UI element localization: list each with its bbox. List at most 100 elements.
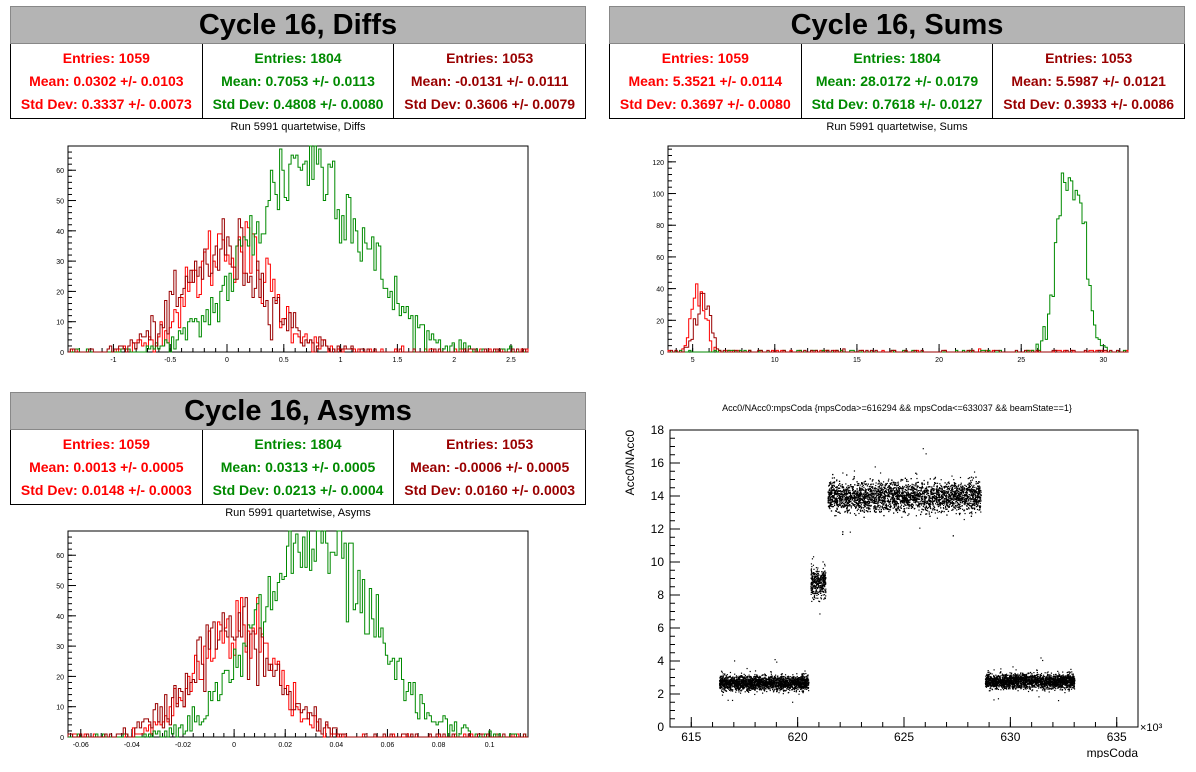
scatter-point	[954, 484, 957, 487]
scatter-point	[877, 504, 879, 506]
entries-label: Entries: 1804	[254, 49, 342, 66]
scatter-point	[736, 684, 739, 687]
scatter-point	[751, 681, 753, 683]
scatter-point	[836, 504, 838, 507]
scatter-point	[807, 683, 810, 685]
scatter-point	[751, 685, 753, 687]
scatter-point	[812, 586, 814, 588]
scatter-point	[774, 684, 776, 687]
scatter-point	[725, 684, 728, 686]
scatter-point	[823, 591, 825, 593]
scatter-point	[805, 680, 807, 682]
scatter-point	[725, 678, 727, 680]
scatter-point	[904, 486, 906, 488]
scatter-point	[766, 684, 768, 686]
scatter-point	[797, 681, 799, 683]
scatter-point	[720, 681, 723, 683]
scatter-point	[810, 569, 812, 571]
plot-frame	[667, 145, 1129, 353]
scatter-point	[821, 587, 824, 590]
scatter-point	[787, 677, 789, 679]
scatter-point	[803, 683, 805, 685]
y-tick-label: 0	[60, 735, 64, 742]
x-tick-label: 20	[935, 357, 943, 364]
diffs-run-label: Run 5991 quartetwise, Diffs	[230, 121, 366, 133]
scatter-point	[779, 678, 781, 680]
mean-label: Mean: -0.0006 +/- 0.0005	[410, 458, 570, 475]
scatter-point	[974, 492, 976, 494]
scatter-point	[723, 686, 725, 688]
scatter-point	[888, 495, 890, 497]
x-tick-label: 5	[691, 357, 695, 364]
scatter-point	[870, 497, 872, 499]
scatter-point	[782, 678, 784, 681]
scatter-point	[796, 675, 798, 678]
scatter-point	[805, 685, 807, 687]
scatter-point	[944, 486, 946, 488]
scatter-point	[810, 577, 812, 579]
scatter-point	[748, 684, 750, 686]
scatter-point	[795, 690, 797, 692]
scatter-point	[725, 682, 727, 684]
scatter-point	[821, 574, 823, 577]
scatter-point	[820, 578, 823, 580]
scatter-point	[922, 448, 924, 450]
scatter-point	[775, 676, 777, 678]
scatter-point	[822, 583, 825, 585]
x-tick-label: 0.5	[279, 357, 289, 364]
scatter-point	[747, 683, 749, 685]
scatter-point	[762, 682, 764, 685]
scatter-point	[797, 686, 799, 688]
scatter-point	[945, 508, 947, 510]
scatter-point	[814, 574, 816, 576]
scatter-point	[860, 504, 862, 506]
x-tick-label: -0.5	[164, 357, 176, 364]
scatter-point	[814, 577, 816, 579]
scatter-point	[795, 681, 797, 683]
scatter-point	[780, 679, 782, 681]
scatter-point	[901, 489, 903, 491]
scatter-point	[730, 677, 732, 679]
scatter-point	[765, 684, 767, 686]
scatter-point	[868, 503, 870, 505]
scatter-point	[740, 686, 742, 688]
scatter-point	[735, 675, 738, 677]
scatter-point	[728, 688, 730, 690]
scatter-point	[764, 688, 766, 690]
scatter-point	[722, 682, 724, 684]
scatter-point	[723, 681, 725, 683]
scatter-point	[794, 682, 796, 684]
scatter-point	[810, 586, 812, 588]
scatter-point	[746, 688, 748, 690]
diffs-stats-red: Entries: 1059 Mean: 0.0302 +/- 0.0103 St…	[11, 44, 202, 118]
stddev-label: Std Dev: 0.7618 +/- 0.0127	[811, 96, 983, 113]
scatter-point	[936, 489, 938, 491]
scatter-point	[807, 682, 809, 685]
scatter-point	[747, 679, 750, 681]
scatter-point	[899, 495, 901, 497]
scatter-point	[811, 565, 813, 568]
scatter-point	[720, 676, 722, 678]
scatter-point	[798, 683, 801, 685]
scatter-point	[943, 507, 945, 510]
scatter-point	[750, 677, 752, 680]
scatter-point	[762, 692, 764, 694]
scatter-point	[754, 682, 756, 684]
scatter-point	[814, 577, 816, 579]
scatter-point	[756, 688, 759, 690]
scatter-point	[792, 682, 794, 684]
scatter-point	[825, 591, 827, 594]
scatter-point	[800, 676, 802, 678]
scatter-point	[754, 687, 757, 689]
scatter-point	[811, 575, 813, 577]
scatter-point	[719, 677, 721, 679]
scatter-point	[795, 680, 797, 682]
scatter-point	[755, 676, 757, 678]
scatter-point	[778, 686, 780, 688]
scatter-point	[735, 691, 737, 693]
x-tick-label: 0.06	[381, 742, 395, 749]
scatter-point	[805, 679, 807, 681]
histogram-series-0	[68, 597, 528, 738]
scatter-point	[937, 501, 939, 503]
scatter-point	[824, 579, 826, 581]
